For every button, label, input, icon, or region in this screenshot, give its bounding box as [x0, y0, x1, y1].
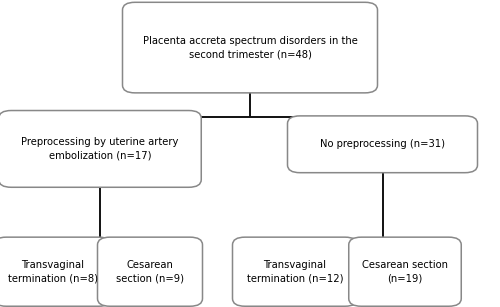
FancyBboxPatch shape — [0, 237, 111, 306]
FancyBboxPatch shape — [0, 111, 201, 187]
FancyBboxPatch shape — [98, 237, 202, 306]
Text: Placenta accreta spectrum disorders in the
second trimester (n=48): Placenta accreta spectrum disorders in t… — [142, 36, 358, 60]
FancyBboxPatch shape — [232, 237, 358, 306]
Text: No preprocessing (n=31): No preprocessing (n=31) — [320, 139, 445, 149]
Text: Cesarean section
(n=19): Cesarean section (n=19) — [362, 260, 448, 284]
Text: Transvaginal
termination (n=8): Transvaginal termination (n=8) — [8, 260, 98, 284]
FancyBboxPatch shape — [349, 237, 461, 306]
FancyBboxPatch shape — [288, 116, 478, 173]
Text: Transvaginal
termination (n=12): Transvaginal termination (n=12) — [247, 260, 343, 284]
Text: Cesarean
section (n=9): Cesarean section (n=9) — [116, 260, 184, 284]
Text: Preprocessing by uterine artery
embolization (n=17): Preprocessing by uterine artery emboliza… — [22, 137, 178, 161]
FancyBboxPatch shape — [122, 2, 378, 93]
